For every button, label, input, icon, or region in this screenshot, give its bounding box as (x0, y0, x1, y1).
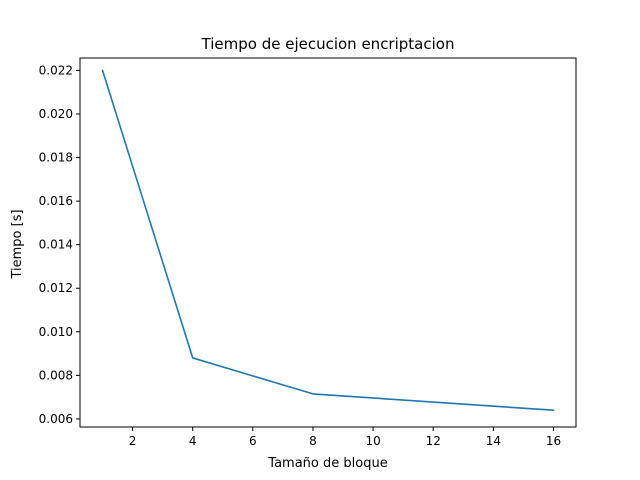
x-axis: 2 4 6 8 10 12 14 16 (129, 427, 561, 448)
x-tick-label: 2 (129, 434, 137, 448)
y-tick-label: 0.020 (39, 107, 73, 121)
x-tick-label: 10 (365, 434, 380, 448)
y-axis-title: Tiempo [s] (10, 209, 25, 279)
x-tick-label: 16 (546, 434, 561, 448)
x-tick-label: 8 (309, 434, 317, 448)
y-axis: 0.006 0.008 0.010 0.012 0.014 0.016 0.018 0.020… (39, 63, 80, 426)
series-group (101, 69, 555, 412)
y-tick-label: 0.012 (39, 281, 73, 295)
plot-area (79, 57, 577, 428)
x-tick-label: 6 (249, 434, 257, 448)
chart-title: Tiempo de ejecucion encriptacion (201, 35, 455, 53)
x-axis-title: Tamaño de bloque (267, 456, 387, 471)
x-tick-label: 14 (486, 434, 501, 448)
series-line (101, 69, 555, 412)
x-tick-label: 12 (426, 434, 441, 448)
y-tick-label: 0.014 (39, 238, 73, 252)
plot-frame (79, 57, 577, 428)
y-tick-label: 0.008 (39, 368, 73, 382)
y-tick-label: 0.016 (39, 194, 73, 208)
y-tick-label: 0.010 (39, 325, 73, 339)
y-tick-label: 0.006 (39, 412, 73, 426)
y-tick-label: 0.022 (39, 63, 73, 77)
y-tick-label: 0.018 (39, 151, 73, 165)
x-tick-label: 4 (189, 434, 197, 448)
